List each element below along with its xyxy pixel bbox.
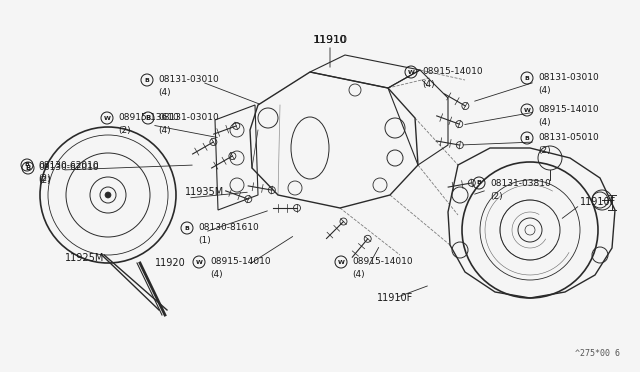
Text: 08131-03010: 08131-03010 <box>158 76 219 84</box>
Text: W: W <box>196 260 202 264</box>
Circle shape <box>105 192 111 198</box>
Text: 08131-03010: 08131-03010 <box>158 113 219 122</box>
Text: B: B <box>525 76 529 80</box>
Text: B: B <box>145 77 149 83</box>
Text: B: B <box>477 180 481 186</box>
Text: 08130-81610: 08130-81610 <box>198 224 259 232</box>
Text: 11935M: 11935M <box>185 187 224 197</box>
Text: 11910F: 11910F <box>580 197 616 207</box>
Text: 08131-03810: 08131-03810 <box>490 179 551 187</box>
Text: 08915-14010: 08915-14010 <box>210 257 271 266</box>
Text: W: W <box>104 115 111 121</box>
Text: (2): (2) <box>38 176 51 185</box>
Text: (4): (4) <box>352 270 365 279</box>
Text: 08915-14010: 08915-14010 <box>422 67 483 77</box>
Text: 11910: 11910 <box>314 35 346 45</box>
Text: W: W <box>524 108 531 112</box>
Text: (2): (2) <box>118 126 131 135</box>
Text: B: B <box>24 163 29 167</box>
Text: 08915-14010: 08915-14010 <box>352 257 413 266</box>
Text: 08130-62010: 08130-62010 <box>38 164 99 173</box>
Text: B: B <box>145 115 150 121</box>
Text: (2): (2) <box>538 147 550 155</box>
Text: (2): (2) <box>38 173 51 183</box>
Text: 11925M: 11925M <box>65 253 104 263</box>
Text: (2): (2) <box>490 192 502 201</box>
Text: (4): (4) <box>422 80 435 90</box>
Text: (1): (1) <box>198 237 211 246</box>
Text: W: W <box>337 260 344 264</box>
Text: 08130-62010: 08130-62010 <box>38 160 99 170</box>
Text: (4): (4) <box>210 270 223 279</box>
Text: 08915-13610: 08915-13610 <box>118 113 179 122</box>
Text: B: B <box>26 165 31 171</box>
Text: 11910: 11910 <box>312 35 348 45</box>
Text: (4): (4) <box>538 87 550 96</box>
Text: 08131-03010: 08131-03010 <box>538 74 599 83</box>
Text: 11920: 11920 <box>155 258 186 268</box>
Text: B: B <box>184 225 189 231</box>
Text: 08131-05010: 08131-05010 <box>538 134 599 142</box>
Text: 08915-14010: 08915-14010 <box>538 106 598 115</box>
Text: (4): (4) <box>158 89 171 97</box>
Text: (4): (4) <box>538 119 550 128</box>
Text: (4): (4) <box>158 125 171 135</box>
Text: B: B <box>525 135 529 141</box>
Text: W: W <box>408 70 415 74</box>
Text: 11910F: 11910F <box>377 293 413 303</box>
Text: ^275*00 6: ^275*00 6 <box>575 349 620 358</box>
